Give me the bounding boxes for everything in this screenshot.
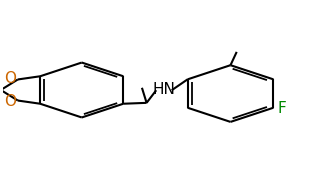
Text: O: O [4, 71, 16, 86]
Text: HN: HN [153, 82, 176, 97]
Text: F: F [277, 101, 286, 116]
Text: O: O [4, 94, 16, 109]
